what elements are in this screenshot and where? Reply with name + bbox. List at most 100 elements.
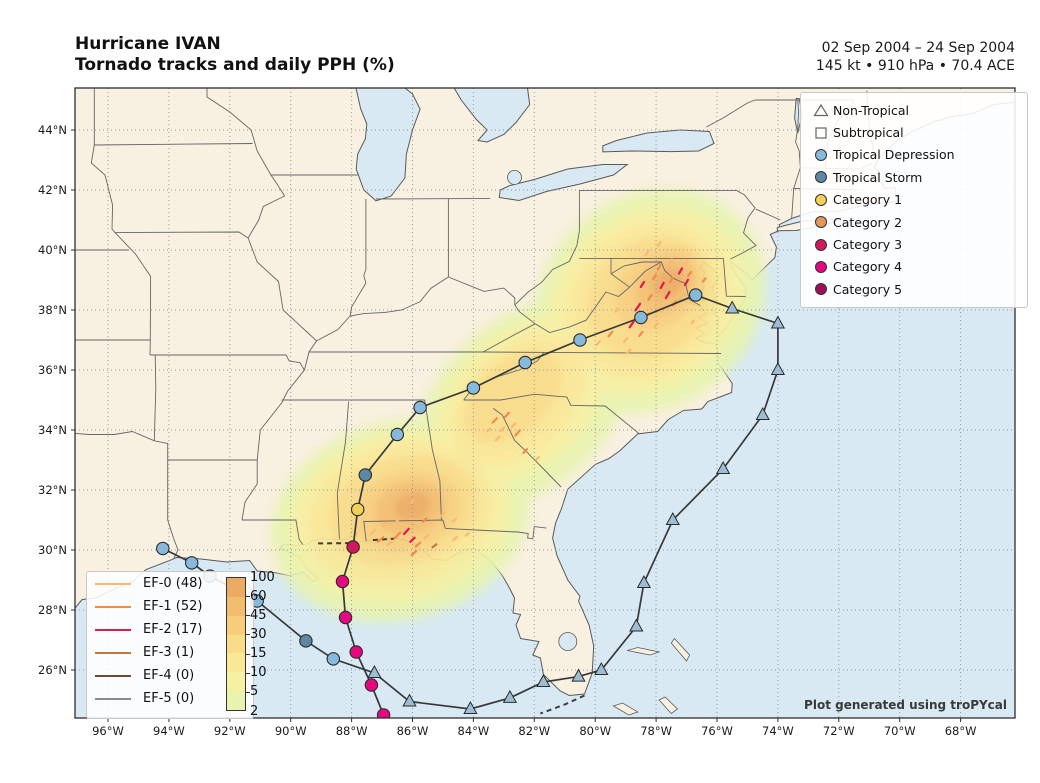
colorbar-tick — [246, 596, 250, 598]
tornado-track-ef1 — [638, 330, 644, 338]
ef-line-sample — [95, 697, 131, 700]
circle-icon — [815, 171, 827, 184]
colorbar-tick-label: 30 — [250, 626, 267, 642]
tornado-track-ef2 — [664, 290, 671, 300]
track-marker-non-tropical — [636, 574, 652, 588]
circle-icon — [815, 238, 827, 251]
ef-line-sample — [95, 651, 131, 654]
pph-colorbar-ticks — [246, 577, 251, 711]
track-marker-td — [634, 310, 648, 325]
colorbar-tick-label: 15 — [250, 646, 267, 662]
ef-legend-item-ef4: EF-4 (0) — [87, 664, 253, 687]
y-tick-label: 30°N — [38, 543, 67, 557]
tornado-track-ef0 — [656, 240, 662, 248]
track-marker-td — [184, 556, 199, 570]
tornado-track-ef2 — [628, 320, 635, 329]
track-marker-cat4 — [376, 708, 391, 718]
x-tick-label: 96°W — [92, 724, 124, 738]
legend-item-label: Category 4 — [833, 259, 903, 275]
ef-line-sample — [95, 674, 131, 677]
track-marker-non-tropical — [536, 673, 551, 687]
colorbar-tick-label: 2 — [250, 703, 259, 719]
tornado-track-ef1 — [503, 411, 510, 419]
legend-marker — [809, 260, 833, 274]
axis-ticks — [71, 129, 962, 722]
tornado-track-ef1 — [522, 448, 529, 454]
legend-item-label: Subtropical — [833, 125, 904, 141]
legend-marker — [809, 126, 833, 140]
square-icon — [815, 126, 827, 139]
track-marker-cat4 — [349, 645, 363, 659]
legend-item-tropical-storm: Tropical Storm — [809, 166, 1019, 188]
legend-item-non-tropical: Non-Tropical — [809, 99, 1019, 121]
x-tick-label: 92°W — [214, 724, 246, 738]
tornado-track-ef0 — [625, 348, 632, 355]
ef-legend-item-ef5: EF-5 (0) — [87, 687, 253, 710]
tornado-track-ef0 — [510, 422, 517, 429]
tornado-track-ef2 — [409, 536, 416, 544]
tornado-track-ef0 — [386, 540, 393, 546]
x-tick-label: 72°W — [823, 724, 855, 738]
plot-title-line2: Tornado tracks and daily PPH (%) — [75, 55, 395, 75]
tornado-track-ef0 — [677, 285, 684, 293]
legend-marker — [809, 148, 833, 162]
plot-subtitle: 02 Sep 2004 – 24 Sep 2004 145 kt • 910 h… — [816, 39, 1015, 75]
date-range: 02 Sep 2004 – 24 Sep 2004 — [821, 40, 1015, 56]
tornado-track-ef1 — [514, 429, 521, 437]
tornado-track-ef2 — [683, 278, 690, 287]
y-tick-label: 40°N — [38, 243, 67, 257]
track-marker-td — [390, 427, 405, 442]
tornado-track-ef0 — [370, 529, 376, 535]
track-marker-td — [326, 652, 341, 666]
track-marker-non-tropical — [367, 664, 382, 678]
track-marker-non-tropical — [571, 668, 586, 682]
legend-item-category-4: Category 4 — [809, 256, 1019, 278]
ef-legend-label: EF-4 (0) — [143, 668, 195, 683]
track-marker-non-tropical — [725, 300, 740, 314]
island-chains — [318, 537, 585, 715]
legend-item-label: Category 2 — [833, 214, 903, 230]
legend-item-label: Non-Tropical — [833, 102, 910, 118]
legend-item-label: Tropical Storm — [833, 169, 923, 185]
plot-title: Hurricane IVAN Tornado tracks and daily … — [75, 34, 395, 76]
circle-icon — [815, 283, 827, 296]
tornado-track-ef1 — [656, 264, 662, 271]
circle-icon — [815, 260, 827, 273]
storm-stats: 145 kt • 910 hPa • 70.4 ACE — [815, 58, 1015, 74]
tornado-tracks — [370, 240, 707, 557]
track-marker-td — [413, 400, 427, 415]
tornado-track-ef0 — [534, 456, 540, 461]
tornado-track-ef1 — [393, 531, 402, 540]
track-marker-non-tropical — [770, 315, 786, 329]
x-tick-label: 78°W — [640, 724, 672, 738]
tornado-track-ef0 — [382, 521, 388, 528]
track-marker-non-tropical — [755, 406, 770, 420]
y-tick-label: 32°N — [38, 483, 67, 497]
track-marker-non-tropical — [594, 661, 609, 675]
track-marker-cat4 — [335, 574, 350, 589]
axes-frame — [74, 87, 1016, 719]
colorbar-tick-label: 100 — [250, 569, 275, 585]
x-tick-label: 80°W — [579, 724, 611, 738]
watermark: Plot generated using troPYcal — [804, 698, 1007, 712]
colorbar-segment — [227, 691, 245, 711]
tornado-track-ef0 — [690, 319, 696, 325]
track-marker-td — [573, 333, 587, 347]
x-tick-label: 94°W — [153, 724, 185, 738]
tornado-track-ef1 — [647, 293, 653, 301]
tornado-track-ef1 — [421, 517, 428, 523]
x-tick-label: 84°W — [458, 724, 490, 738]
legend-item-subtropical: Subtropical — [809, 121, 1019, 143]
track-marker-td — [518, 355, 532, 370]
x-tick-label: 86°W — [397, 724, 429, 738]
tornado-track-ef0 — [668, 258, 674, 265]
x-tick-label: 90°W — [275, 724, 307, 738]
track-markers — [156, 288, 786, 718]
x-tick-label: 74°W — [762, 724, 794, 738]
tornado-track-ef1 — [491, 417, 498, 424]
lakes — [355, 88, 803, 651]
track-marker-non-tropical — [770, 361, 786, 375]
tornado-track-ef0 — [440, 511, 446, 517]
colorbar-tick — [246, 634, 250, 636]
